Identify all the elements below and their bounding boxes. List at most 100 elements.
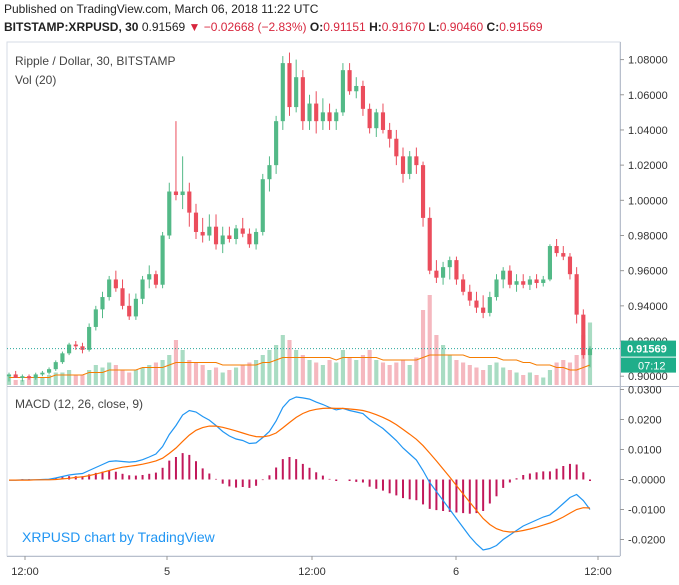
candle-body bbox=[300, 77, 305, 122]
volume-bar bbox=[73, 375, 78, 385]
last-price-tag bbox=[621, 340, 676, 357]
volume-bar bbox=[127, 372, 132, 385]
candle-body bbox=[380, 112, 386, 130]
volume-bar bbox=[394, 362, 399, 385]
volume-bar bbox=[347, 357, 352, 385]
candle-body bbox=[200, 231, 205, 236]
chart-title: Ripple / Dollar, 30, BITSTAMP bbox=[15, 54, 176, 68]
volume-bar bbox=[153, 362, 158, 385]
tradingview-credit[interactable]: XRPUSD chart by TradingView bbox=[22, 529, 215, 545]
volume-bar bbox=[334, 362, 339, 385]
volume-bar bbox=[387, 365, 392, 385]
volume-bar bbox=[147, 365, 152, 385]
symbol-name: BITSTAMP:XRPUSD, 30 bbox=[4, 20, 139, 34]
time-tick-label: 6 bbox=[453, 566, 459, 578]
candle-body bbox=[46, 369, 52, 373]
candle-body bbox=[521, 281, 526, 285]
price-tick-label: 1.08000 bbox=[628, 55, 668, 67]
candle-body bbox=[447, 260, 452, 268]
price-tick-label: 0.94000 bbox=[628, 301, 668, 313]
volume-bar bbox=[501, 367, 506, 385]
signal-line bbox=[9, 407, 591, 533]
candle-body bbox=[127, 305, 132, 317]
volume-bar bbox=[254, 360, 259, 385]
candle-body bbox=[360, 85, 366, 109]
candle-body bbox=[387, 129, 392, 139]
volume-bar bbox=[374, 360, 379, 385]
volume-bar bbox=[40, 377, 45, 385]
candle-body bbox=[487, 297, 492, 313]
volume-bar bbox=[193, 362, 199, 385]
volume-bar bbox=[367, 350, 372, 385]
volume-bar bbox=[400, 360, 406, 385]
candle-body bbox=[507, 270, 512, 285]
macd-tick-label: -0.0100 bbox=[628, 505, 665, 517]
candle-body bbox=[240, 228, 245, 234]
low-label: L: bbox=[428, 20, 440, 34]
candle-body bbox=[53, 362, 58, 370]
volume-bar bbox=[581, 335, 586, 385]
candle-body bbox=[80, 346, 85, 350]
volume-bar bbox=[494, 362, 499, 385]
candle-body bbox=[427, 217, 432, 271]
volume-bar bbox=[461, 362, 466, 385]
volume-bar bbox=[20, 380, 25, 385]
volume-bar bbox=[240, 365, 245, 385]
candle-body bbox=[354, 85, 359, 92]
candle-body bbox=[367, 108, 372, 129]
candle-body bbox=[67, 344, 72, 354]
candle-body bbox=[347, 70, 352, 92]
volume-bar bbox=[213, 367, 219, 385]
candle-body bbox=[100, 297, 105, 310]
macd-tick-label: 0.0200 bbox=[628, 415, 662, 427]
macd-line bbox=[9, 396, 591, 551]
price-tick-label: 1.06000 bbox=[628, 90, 668, 102]
low-value: 0.90460 bbox=[439, 20, 484, 34]
candle-body bbox=[414, 156, 419, 166]
candle-body bbox=[407, 156, 412, 174]
candle-body bbox=[87, 326, 92, 350]
candle-body bbox=[160, 235, 165, 285]
volume-bar bbox=[200, 365, 205, 385]
volume-bar bbox=[274, 345, 279, 385]
candle-body bbox=[434, 270, 439, 278]
volume-bar bbox=[561, 360, 566, 385]
candle-body bbox=[254, 231, 259, 245]
volume-bar bbox=[247, 362, 252, 385]
volume-bar bbox=[454, 360, 459, 385]
price-tick-label: 0.96000 bbox=[628, 266, 668, 278]
volume-bar bbox=[187, 360, 192, 385]
volume-bar bbox=[120, 370, 125, 385]
close-label: C: bbox=[486, 20, 500, 34]
volume-bar bbox=[447, 355, 452, 385]
volume-bar bbox=[441, 345, 446, 385]
candle-body bbox=[227, 235, 232, 240]
volume-bar bbox=[514, 372, 519, 385]
volume-bar bbox=[160, 360, 165, 385]
candle-body bbox=[167, 191, 172, 236]
candle-body bbox=[587, 348, 593, 356]
volume-bar bbox=[207, 370, 212, 385]
volume-bar bbox=[233, 367, 239, 385]
volume-bar bbox=[113, 365, 118, 385]
price-tick-label: 0.98000 bbox=[628, 230, 668, 242]
candle-body bbox=[514, 281, 519, 285]
close-value: 0.91569 bbox=[499, 20, 543, 34]
candle-body bbox=[534, 279, 539, 283]
high-label: H: bbox=[369, 20, 382, 34]
volume-bar bbox=[434, 335, 439, 385]
macd-tick-label: 0.0100 bbox=[628, 445, 662, 457]
volume-bar bbox=[554, 362, 559, 385]
candle-body bbox=[327, 112, 332, 122]
candle-body bbox=[567, 256, 573, 275]
candle-body bbox=[26, 376, 32, 378]
candle-body bbox=[40, 372, 45, 375]
volume-bar bbox=[300, 355, 305, 385]
candle-body bbox=[461, 279, 466, 292]
candle-body bbox=[561, 253, 566, 257]
volume-bar bbox=[67, 370, 72, 385]
countdown-tag-text: 07:12 bbox=[638, 361, 666, 373]
candle-body bbox=[294, 77, 299, 108]
candle-body bbox=[474, 300, 479, 308]
